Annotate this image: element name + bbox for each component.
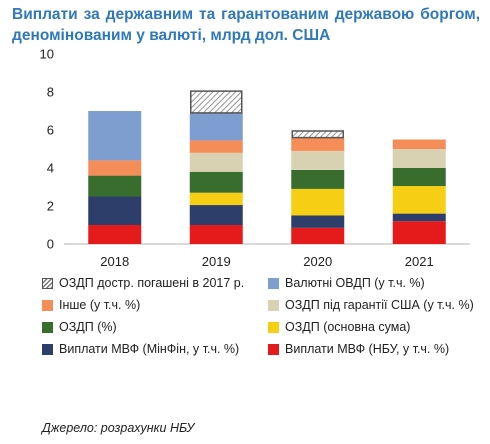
y-tick-label: 10 [40, 47, 54, 62]
bar-segment [189, 112, 243, 141]
legend-item-imf-nbu: Виплати МВФ (НБУ, у т.ч. %) [268, 341, 482, 358]
bar-segment [189, 152, 243, 172]
legend-item-ozdp-principal: ОЗДП (основна сума) [268, 319, 482, 336]
chart-title: Виплати за державним та гарантованим дер… [12, 6, 480, 44]
legend-swatch [268, 344, 279, 355]
legend-label: Виплати МВФ (НБУ, у т.ч. %) [285, 342, 450, 356]
y-tick-label: 0 [47, 237, 54, 252]
x-tick-label: 2019 [202, 254, 231, 269]
legend-item-imf-minfin: Виплати МВФ (МінФін, у т.ч. %) [42, 341, 268, 358]
legend-swatch [42, 322, 53, 333]
bar-segment [190, 90, 243, 114]
bar-segment [88, 160, 142, 176]
legend-swatch [42, 344, 53, 355]
legend-label: ОЗДП (%) [59, 320, 117, 334]
legend-item-other: Інше (у т.ч. %) [42, 297, 268, 314]
bar-segment [88, 196, 142, 225]
bar-segment [189, 205, 243, 225]
x-tick-label: 2018 [100, 254, 129, 269]
legend-item-ozdp-interest: ОЗДП (%) [42, 319, 268, 336]
legend-swatch [42, 278, 53, 289]
bar-segment [189, 225, 243, 244]
legend-item-early-redeemed: ОЗДП достр. погашені в 2017 р. [42, 275, 268, 292]
legend-label: Інше (у т.ч. %) [59, 298, 141, 312]
bar-segment [291, 169, 345, 189]
bar-segment [88, 175, 142, 197]
bar-segment [189, 171, 243, 193]
legend-swatch [268, 322, 279, 333]
bar-segment [392, 221, 446, 244]
bar-segment [291, 215, 345, 228]
legend-label: ОЗДП під гарантії США (у т.ч. %) [285, 298, 474, 312]
legend-item-fx-ovdp: Валютні ОВДП (у т.ч. %) [268, 275, 482, 292]
bar-segment [392, 139, 446, 149]
bar-segment [291, 188, 345, 216]
bar-segment [291, 150, 345, 170]
y-tick-label: 4 [47, 161, 54, 176]
x-tick-label: 2020 [303, 254, 332, 269]
bar-segment [291, 130, 344, 139]
y-tick-label: 8 [47, 85, 54, 100]
legend-label: ОЗДП достр. погашені в 2017 р. [59, 276, 245, 290]
x-axis: 2018 2019 2020 2021 [64, 243, 470, 269]
legend-swatch [42, 300, 53, 311]
bar-segment [291, 137, 345, 151]
legend-item-us-guaranteed: ОЗДП під гарантії США (у т.ч. %) [268, 297, 482, 314]
bars-group [88, 90, 446, 244]
legend-label: Валютні ОВДП (у т.ч. %) [285, 276, 425, 290]
legend-label: ОЗДП (основна сума) [285, 320, 411, 334]
legend-swatch [268, 300, 279, 311]
bar-segment [189, 140, 243, 153]
bar-segment [291, 227, 345, 244]
bar-segment [88, 111, 142, 161]
y-tick-label: 2 [47, 199, 54, 214]
bar-segment [88, 225, 142, 244]
legend-swatch [268, 278, 279, 289]
legend-label: Виплати МВФ (МінФін, у т.ч. %) [59, 342, 240, 356]
y-axis: 0 2 4 6 8 10 [40, 47, 54, 252]
bar-segment [189, 192, 243, 206]
stacked-bar-chart: 0 2 4 6 8 10 2018 2019 2020 2021 [40, 47, 470, 269]
legend: ОЗДП достр. погашені в 2017 р. Валютні О… [42, 275, 482, 358]
bar-segment [392, 186, 446, 214]
y-tick-label: 6 [47, 123, 54, 138]
x-tick-label: 2021 [405, 254, 434, 269]
bar-segment [392, 213, 446, 222]
source-note: Джерело: розрахунки НБУ [42, 421, 195, 435]
bar-segment [392, 149, 446, 168]
bar-segment [392, 168, 446, 187]
